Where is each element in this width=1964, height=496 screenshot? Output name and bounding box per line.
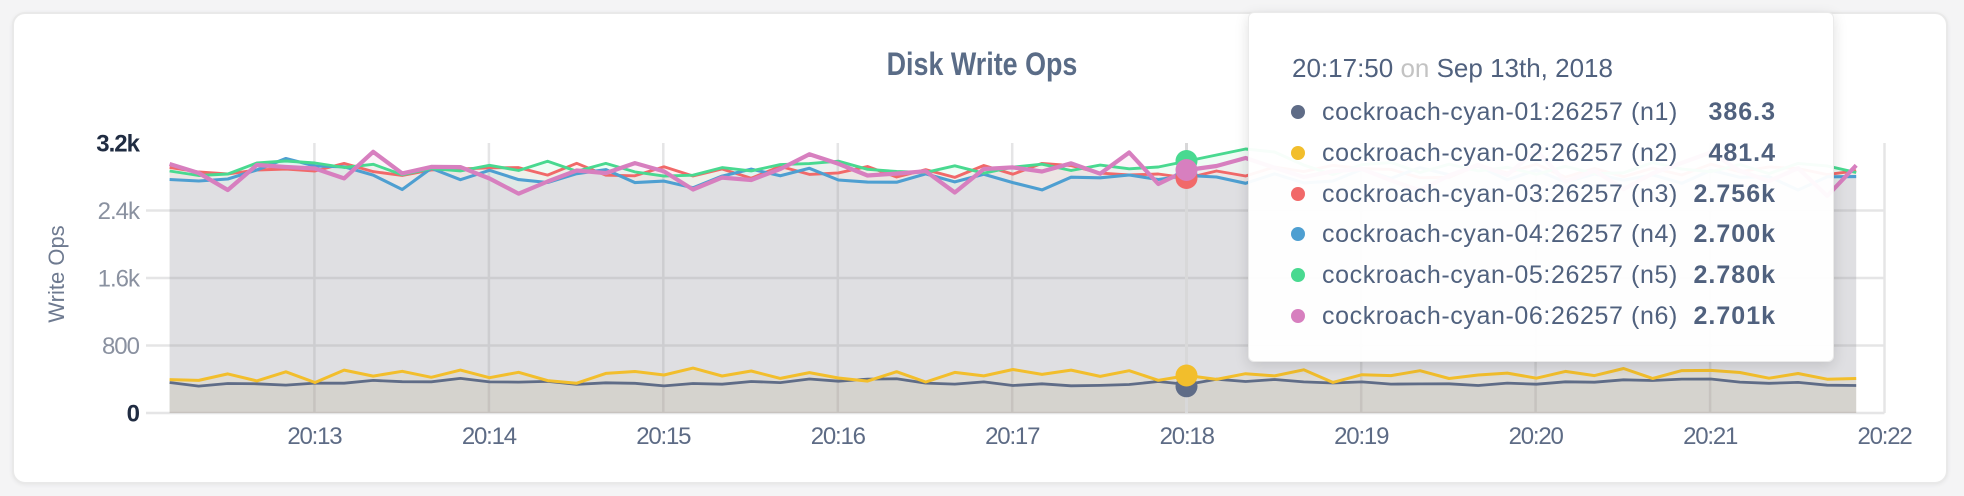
svg-text:20:19: 20:19 (1334, 423, 1389, 450)
svg-text:3.2k: 3.2k (96, 131, 140, 158)
svg-text:0: 0 (127, 401, 140, 428)
svg-text:20:18: 20:18 (1160, 423, 1215, 450)
svg-text:2.4k: 2.4k (98, 198, 141, 225)
svg-text:20:22: 20:22 (1857, 423, 1912, 450)
svg-text:800: 800 (102, 333, 140, 360)
svg-text:20:16: 20:16 (811, 423, 866, 450)
svg-text:20:21: 20:21 (1683, 423, 1738, 450)
svg-text:20:13: 20:13 (287, 423, 342, 450)
svg-text:1.6k: 1.6k (98, 266, 141, 293)
svg-text:20:14: 20:14 (462, 423, 517, 450)
svg-text:20:20: 20:20 (1509, 423, 1564, 450)
svg-text:20:17: 20:17 (985, 423, 1040, 450)
svg-text:Write Ops: Write Ops (44, 225, 69, 322)
svg-text:20:15: 20:15 (636, 423, 691, 450)
